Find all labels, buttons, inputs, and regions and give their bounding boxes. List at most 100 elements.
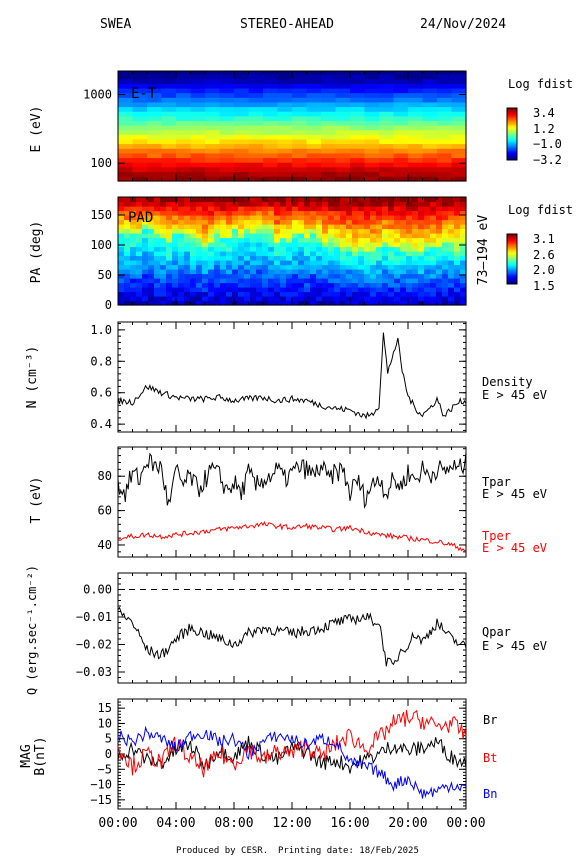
et-cell xyxy=(248,162,264,168)
pad-cell xyxy=(250,233,257,239)
pad-cell xyxy=(208,201,215,207)
pad-cell xyxy=(460,273,467,279)
et-cell xyxy=(350,87,366,94)
pad-cell xyxy=(280,224,287,230)
pad-cell xyxy=(148,210,155,216)
pad-cell xyxy=(292,260,299,266)
pad-cell xyxy=(268,228,275,234)
pad-cell xyxy=(382,273,389,279)
pad-cell xyxy=(190,264,197,270)
et-cell xyxy=(451,74,467,80)
pad-cell xyxy=(166,255,173,261)
et-cell xyxy=(161,134,177,140)
pad-cell xyxy=(310,237,317,243)
pad-cell xyxy=(424,237,431,243)
pad-cell xyxy=(250,300,257,306)
pad-cell xyxy=(436,197,443,203)
et-colorbar-swatch xyxy=(507,130,517,132)
pad-cell xyxy=(166,287,173,293)
pad-cell xyxy=(130,228,137,234)
pad-cell xyxy=(256,269,263,275)
pad-cell xyxy=(172,246,179,252)
pad-cell xyxy=(358,260,365,266)
pad-cell xyxy=(268,210,275,216)
et-cell xyxy=(118,138,134,145)
pad-cell xyxy=(376,251,383,257)
pad-cell xyxy=(244,260,251,266)
et-cell xyxy=(277,148,293,154)
pad-cell xyxy=(196,282,203,288)
et-cell xyxy=(364,87,380,94)
pad-cell xyxy=(190,197,197,203)
pad-cell xyxy=(424,206,431,212)
pad-cell xyxy=(406,264,413,270)
et-cell xyxy=(393,74,409,80)
pad-cell xyxy=(298,215,305,221)
pad-cell xyxy=(346,206,353,212)
et-panel-label: E-T xyxy=(131,86,157,102)
pad-cell xyxy=(148,219,155,225)
et-cell xyxy=(132,71,148,75)
pad-cell xyxy=(328,210,335,216)
pad-cell xyxy=(268,197,275,203)
pad-cell xyxy=(172,287,179,293)
et-cell xyxy=(379,148,395,154)
pad-cell xyxy=(400,282,407,288)
pad-cell xyxy=(460,260,467,266)
pad-colorbar-swatch xyxy=(507,279,517,281)
pad-cell xyxy=(358,300,365,306)
pad-cell xyxy=(142,251,149,257)
pad-cell xyxy=(136,201,143,207)
tper-energy-label: E > 45 eV xyxy=(482,541,547,555)
pad-cell xyxy=(442,264,449,270)
et-colorbar-swatch xyxy=(507,131,517,134)
pad-cell xyxy=(184,251,191,257)
pad-cell xyxy=(214,296,221,302)
pad-cell xyxy=(250,206,257,212)
et-cell xyxy=(451,87,467,94)
pad-cell xyxy=(142,215,149,221)
et-cell xyxy=(350,120,366,126)
pad-cell xyxy=(160,251,167,257)
et-cell xyxy=(176,148,192,154)
et-cell xyxy=(437,83,453,89)
pad-cell xyxy=(238,237,245,243)
pad-cell xyxy=(142,242,149,248)
pad-cell xyxy=(424,251,431,257)
et-cell xyxy=(408,176,424,182)
pad-cell xyxy=(166,233,173,239)
pad-cell xyxy=(352,296,359,302)
et-cell xyxy=(234,148,250,154)
pad-cell xyxy=(328,246,335,252)
pad-cell xyxy=(370,255,377,261)
et-cell xyxy=(161,148,177,154)
et-cell xyxy=(118,71,134,75)
pad-cell xyxy=(358,296,365,302)
pad-cell xyxy=(160,206,167,212)
pad-cell xyxy=(286,201,293,207)
pad-cell xyxy=(448,228,455,234)
et-cell xyxy=(118,87,134,94)
pad-cell xyxy=(352,201,359,207)
pad-cell xyxy=(214,287,221,293)
pad-cell xyxy=(460,197,467,203)
et-cell xyxy=(350,152,366,159)
et-cell xyxy=(147,157,163,163)
pad-cell xyxy=(172,260,179,266)
pad-cell xyxy=(274,242,281,248)
pad-cell xyxy=(166,224,173,230)
et-cell xyxy=(190,124,206,131)
pad-cell xyxy=(148,300,155,306)
pad-cell xyxy=(244,291,251,297)
pad-cell xyxy=(448,273,455,279)
et-cell xyxy=(205,134,221,140)
et-cell xyxy=(219,87,235,94)
et-cell xyxy=(118,101,134,108)
pad-cell xyxy=(412,260,419,266)
et-cell xyxy=(219,83,235,89)
pad-cell xyxy=(382,246,389,252)
pad-cell xyxy=(442,273,449,279)
pad-cell xyxy=(268,242,275,248)
pad-cell xyxy=(334,237,341,243)
et-cell xyxy=(451,101,467,108)
